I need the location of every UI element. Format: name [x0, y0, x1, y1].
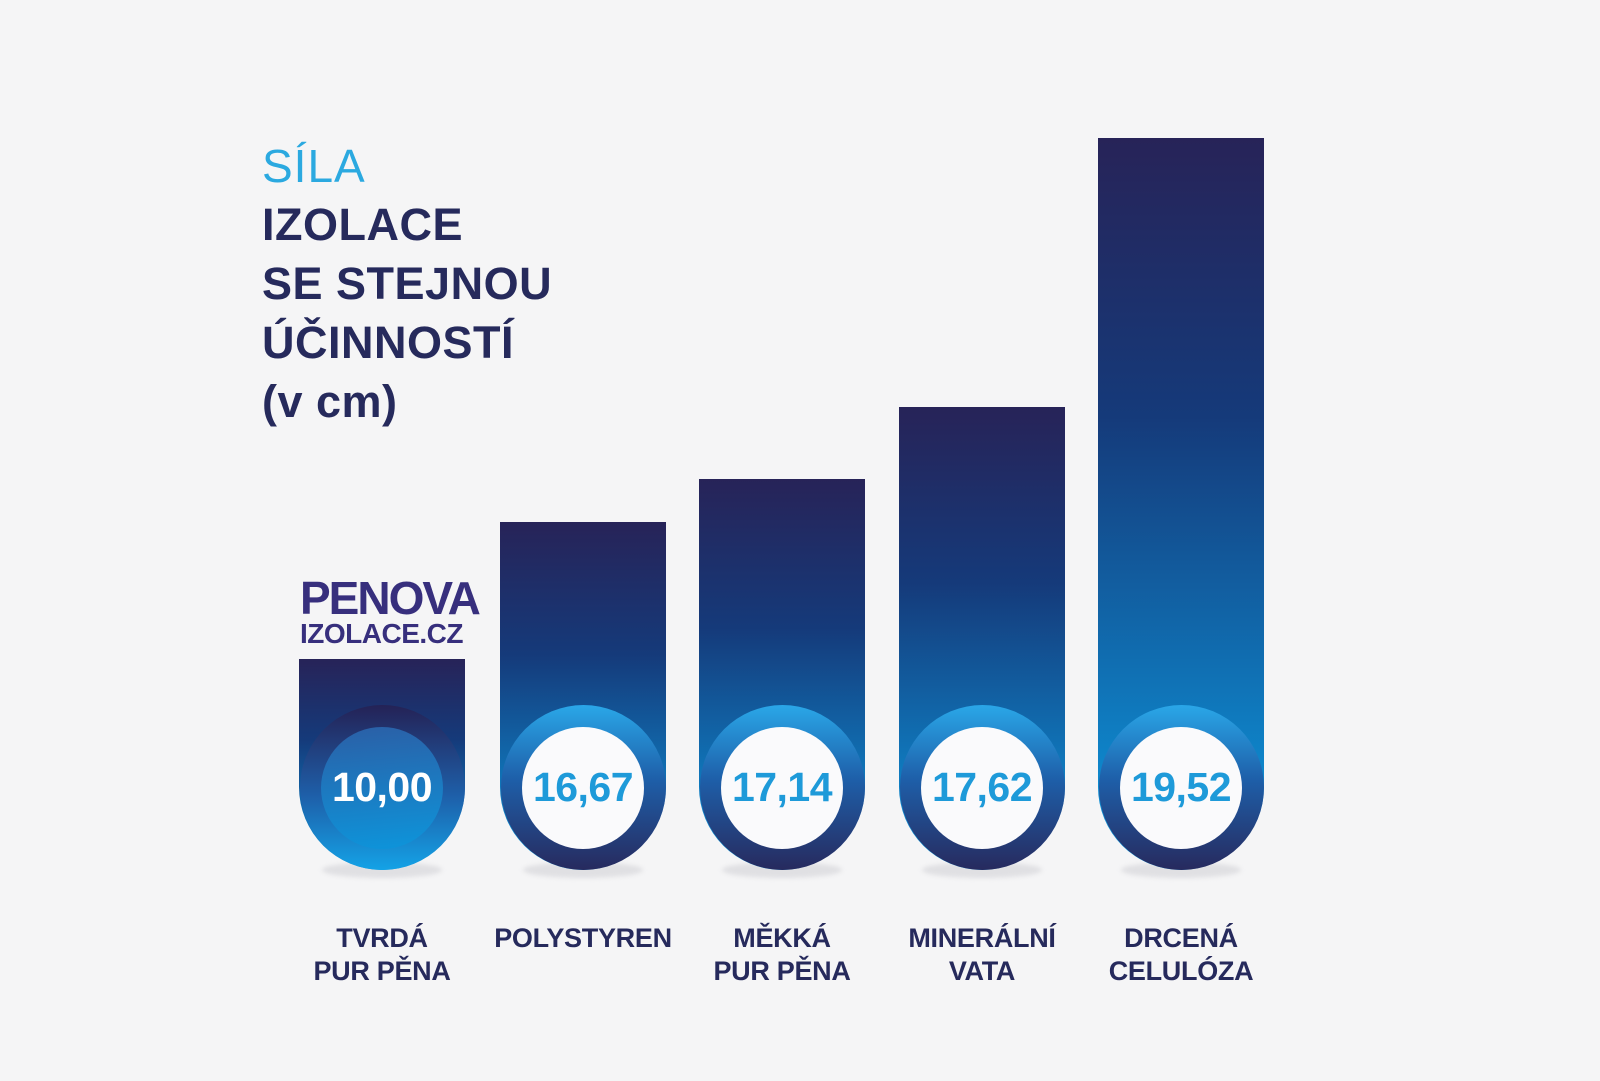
bar-category-label-line2: CELULÓZA — [1108, 956, 1254, 986]
bar-shadow — [722, 862, 842, 878]
value-bubble: 10,00 — [321, 726, 443, 849]
bar-group-mineralni-vata: 17,62 MINERÁLNÍ VATA — [899, 0, 1065, 1081]
bar-category-label-line2: PUR PĚNA — [313, 956, 451, 986]
value-bubble: 17,62 — [921, 726, 1043, 849]
bar-value: 17,62 — [931, 764, 1033, 810]
brand-logo: PENOVA IZOLACE.CZ — [300, 572, 481, 649]
bar-category-label-line1: MINERÁLNÍ — [908, 923, 1056, 953]
bar-category-label-line1: DRCENÁ — [1124, 923, 1238, 953]
value-bubble: 19,52 — [1120, 726, 1242, 849]
chart-title: SÍLA IZOLACE SE STEJNOU ÚČINNOSTÍ (v cm) — [262, 138, 552, 431]
bar-shadow — [322, 862, 442, 878]
value-bubble: 16,67 — [522, 726, 644, 849]
bar-group-tvrda-pur-pena: 10,00 TVRDÁ PUR PĚNA — [299, 0, 465, 1081]
brand-logo-domain: IZOLACE.CZ — [300, 618, 464, 649]
bar-category-label-line1: TVRDÁ — [336, 923, 428, 953]
brand-logo-name: PENOVA — [300, 572, 481, 624]
bar-group-drcena-celuloza: 19,52 DRCENÁ CELULÓZA — [1098, 0, 1264, 1081]
bar-category-label: POLYSTYREN — [473, 922, 693, 955]
bar-group-mekka-pur-pena: 17,14 MĚKKÁ PUR PĚNA — [699, 0, 865, 1081]
value-ring: 17,14 — [699, 705, 865, 870]
bar-value: 16,67 — [532, 764, 634, 810]
chart-title-accent-line: SÍLA — [262, 140, 366, 192]
chart-title-unit-line: (v cm) — [262, 376, 398, 427]
bar-category-label: TVRDÁ PUR PĚNA — [272, 922, 492, 988]
bar-value: 19,52 — [1130, 764, 1232, 810]
bar-category-label: DRCENÁ CELULÓZA — [1071, 922, 1291, 988]
bar-shadow — [523, 862, 643, 878]
bar-shadow — [922, 862, 1042, 878]
value-ring: 19,52 — [1098, 705, 1264, 870]
bar-category-label-line1: MĚKKÁ — [733, 923, 831, 953]
bar-category-label-line2: VATA — [948, 956, 1016, 986]
bar-shadow — [1121, 862, 1241, 878]
chart-title-line-2: SE STEJNOU — [262, 258, 553, 309]
bar-category-label-line1: POLYSTYREN — [494, 923, 672, 953]
chart-title-line-3: ÚČINNOSTÍ — [262, 317, 514, 368]
bar-category-label: MINERÁLNÍ VATA — [872, 922, 1092, 988]
value-ring: 16,67 — [500, 705, 666, 870]
bar-value: 17,14 — [731, 764, 833, 810]
bar-group-polystyren: 16,67 POLYSTYREN — [494, 0, 672, 1081]
value-ring: 17,62 — [899, 705, 1065, 870]
bar-value: 10,00 — [331, 764, 433, 810]
chart-title-line-1: IZOLACE — [262, 199, 463, 250]
bar-category-label: MĚKKÁ PUR PĚNA — [672, 922, 892, 988]
value-bubble: 17,14 — [721, 726, 843, 849]
bar-category-label-line2: PUR PĚNA — [713, 956, 851, 986]
value-ring: 10,00 — [299, 705, 465, 870]
